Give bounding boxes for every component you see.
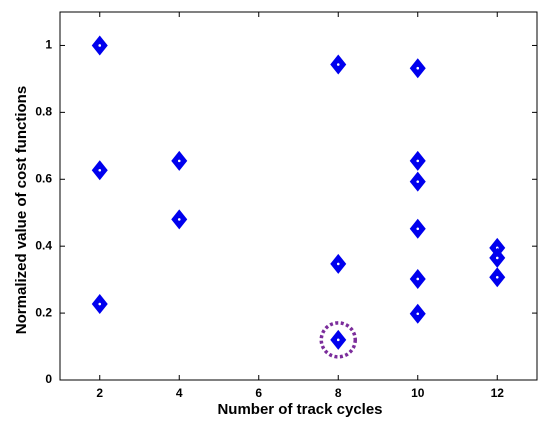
point-center [98,44,102,47]
x-tick-label: 10 [411,386,425,400]
point-center [177,159,181,163]
point-center [98,302,102,306]
point-center [495,246,499,250]
x-tick-label: 8 [335,386,342,400]
y-tick-label: 0.2 [35,305,52,319]
x-tick-label: 6 [255,386,262,400]
point-center [416,159,420,163]
point-center [98,168,102,172]
plot-frame [59,11,538,381]
highlight-circle [319,321,357,359]
point-center [336,338,340,342]
point-center [416,180,420,183]
point-center [495,275,499,279]
point-center [416,227,420,231]
y-tick-label: 0.4 [35,238,52,252]
y-axis-title: Normalized value of cost functions [13,86,30,334]
x-tick-label: 12 [491,386,505,400]
x-axis-title: Number of track cycles [217,401,382,418]
point-center [495,256,499,260]
point-center [416,66,420,70]
point-center [336,63,340,66]
x-tick-label: 2 [96,386,103,400]
y-tick-label: 0.6 [35,171,52,185]
y-tick-label: 0.8 [35,105,52,119]
y-tick-label: 0 [45,372,52,386]
y-tick-label: 1 [45,38,52,52]
point-center [416,277,420,281]
point-center [336,262,340,266]
point-center [416,312,420,316]
point-center [177,218,181,221]
x-tick-label: 4 [176,386,183,400]
